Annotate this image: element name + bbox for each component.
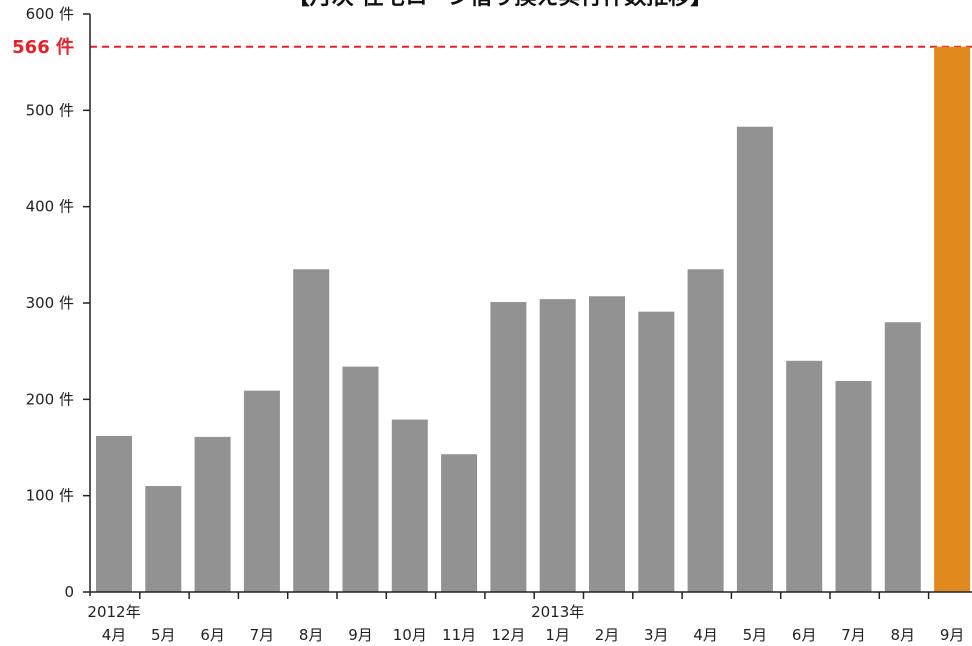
x-tick-label-3: 6月 xyxy=(200,626,225,644)
x-tick-label-18: 9月 xyxy=(940,626,965,644)
bar-10 xyxy=(539,299,576,592)
x-tick-label-7: 10月 xyxy=(393,626,427,644)
x-tick-label-14: 5月 xyxy=(743,626,768,644)
x-tick-label-12: 3月 xyxy=(644,626,669,644)
x-tick-label-6: 9月 xyxy=(348,626,373,644)
x-axis: 4月 5月 6月 7月 8月 9月 10月 11月 12月 1月 2月 3月 4月 5月 6月 7月 8月 9月 2… xyxy=(87,591,972,644)
x-tick-label-10: 1月 xyxy=(545,626,570,644)
bar-7 xyxy=(391,419,428,592)
bar-6 xyxy=(342,366,379,592)
x-tick-label-1: 4月 xyxy=(102,626,127,644)
y-tick-label-600: 600 件 xyxy=(26,5,74,23)
y-tick-label-500: 500 件 xyxy=(26,101,74,119)
reference-line-label: 566 件 xyxy=(12,36,74,58)
bar-3 xyxy=(194,436,231,592)
x-tick-label-16: 7月 xyxy=(841,626,866,644)
bar-17 xyxy=(884,322,921,592)
y-tick-label-300: 300 件 xyxy=(26,294,74,312)
x-tick-label-4: 7月 xyxy=(250,626,275,644)
bar-2 xyxy=(145,486,182,592)
reference-line-group: 566 件 xyxy=(12,36,972,58)
x-tick-label-2: 5月 xyxy=(151,626,176,644)
bar-8 xyxy=(441,454,478,592)
bar-5 xyxy=(293,269,330,592)
x-tick-label-5: 8月 xyxy=(299,626,324,644)
bar-12 xyxy=(638,311,675,592)
x-tick-label-9: 12月 xyxy=(491,626,525,644)
x-tick-label-13: 4月 xyxy=(693,626,718,644)
bar-13 xyxy=(687,269,724,592)
x-tick-label-11: 2月 xyxy=(595,626,620,644)
chart-title: 【月次 住宅ローン借り換え实行件数推移】 xyxy=(288,0,713,10)
bar-9 xyxy=(490,302,527,592)
y-tick-label-100: 100 件 xyxy=(26,487,74,505)
bars-group xyxy=(96,46,971,593)
y-tick-label-0: 0 xyxy=(64,583,74,601)
bar-18 xyxy=(934,46,971,592)
x-tick-label-8: 11月 xyxy=(442,626,476,644)
year-label-9: 2013年 xyxy=(531,603,584,621)
bar-4 xyxy=(243,390,280,592)
bar-16 xyxy=(835,381,872,592)
y-tick-label-200: 200 件 xyxy=(26,390,74,408)
y-axis: 0 100 件 200 件 300 件 400 件 500 件 600 件 xyxy=(26,5,91,601)
bar-11 xyxy=(589,296,625,592)
year-label-0: 2012年 xyxy=(87,603,140,621)
bar-1 xyxy=(96,435,132,592)
y-tick-label-400: 400 件 xyxy=(26,198,74,216)
bar-14 xyxy=(736,126,773,593)
x-tick-label-15: 6月 xyxy=(792,626,817,644)
bar-15 xyxy=(786,360,823,592)
x-tick-label-17: 8月 xyxy=(891,626,916,644)
